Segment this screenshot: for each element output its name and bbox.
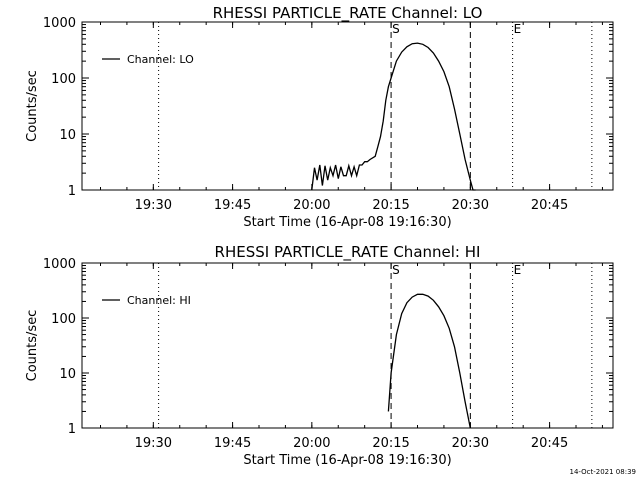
chart-title: RHESSI PARTICLE_RATE Channel: LO [213, 4, 483, 23]
x-tick-label: 20:00 [293, 198, 330, 213]
plot-frame [81, 262, 614, 429]
y-tick-label: 1 [68, 184, 76, 199]
y-tick-label: 1000 [43, 257, 76, 272]
x-tick-label: 20:00 [293, 436, 330, 451]
marker-label: E [514, 263, 522, 277]
x-tick-label: 20:30 [452, 198, 489, 213]
y-axis-label: Counts/sec [25, 310, 40, 382]
x-tick-label: 20:45 [531, 436, 568, 451]
y-tick-label: 1000 [43, 16, 76, 31]
chart-title: RHESSI PARTICLE_RATE Channel: HI [215, 243, 481, 262]
chart-panel-1: RHESSI PARTICLE_RATE Channel: LO 19:30 19:… [25, 4, 614, 230]
legend-label: Channel: LO [127, 53, 194, 66]
plot-frame [81, 21, 614, 191]
y-tick-label: 10 [59, 128, 76, 143]
x-axis-label: Start Time (16-Apr-08 19:16:30) [243, 215, 451, 230]
y-tick-label: 100 [51, 72, 76, 87]
y-axis-label: Counts/sec [25, 70, 40, 142]
x-tick-label: 19:45 [214, 436, 251, 451]
y-tick-label: 1 [68, 422, 76, 437]
footer-timestamp: 14-Oct-2021 08:39 [569, 468, 636, 476]
series-line [311, 42, 476, 191]
x-tick-label: 19:45 [214, 198, 251, 213]
x-tick-label: 20:30 [452, 436, 489, 451]
x-tick-label: 19:30 [135, 198, 172, 213]
marker-label: S [392, 22, 400, 36]
x-tick-label: 19:30 [135, 436, 172, 451]
y-tick-label: 100 [51, 312, 76, 327]
x-axis-label: Start Time (16-Apr-08 19:16:30) [243, 453, 451, 468]
marker-label: S [392, 263, 400, 277]
y-tick-label: 10 [59, 367, 76, 382]
marker-label: E [514, 22, 522, 36]
series-line [387, 293, 471, 429]
x-tick-label: 20:15 [372, 198, 409, 213]
legend-label: Channel: HI [127, 294, 191, 307]
x-tick-label: 20:15 [372, 436, 409, 451]
chart-panel-2: RHESSI PARTICLE_RATE Channel: HI 19:30 19:… [25, 243, 614, 468]
x-tick-label: 20:45 [531, 198, 568, 213]
